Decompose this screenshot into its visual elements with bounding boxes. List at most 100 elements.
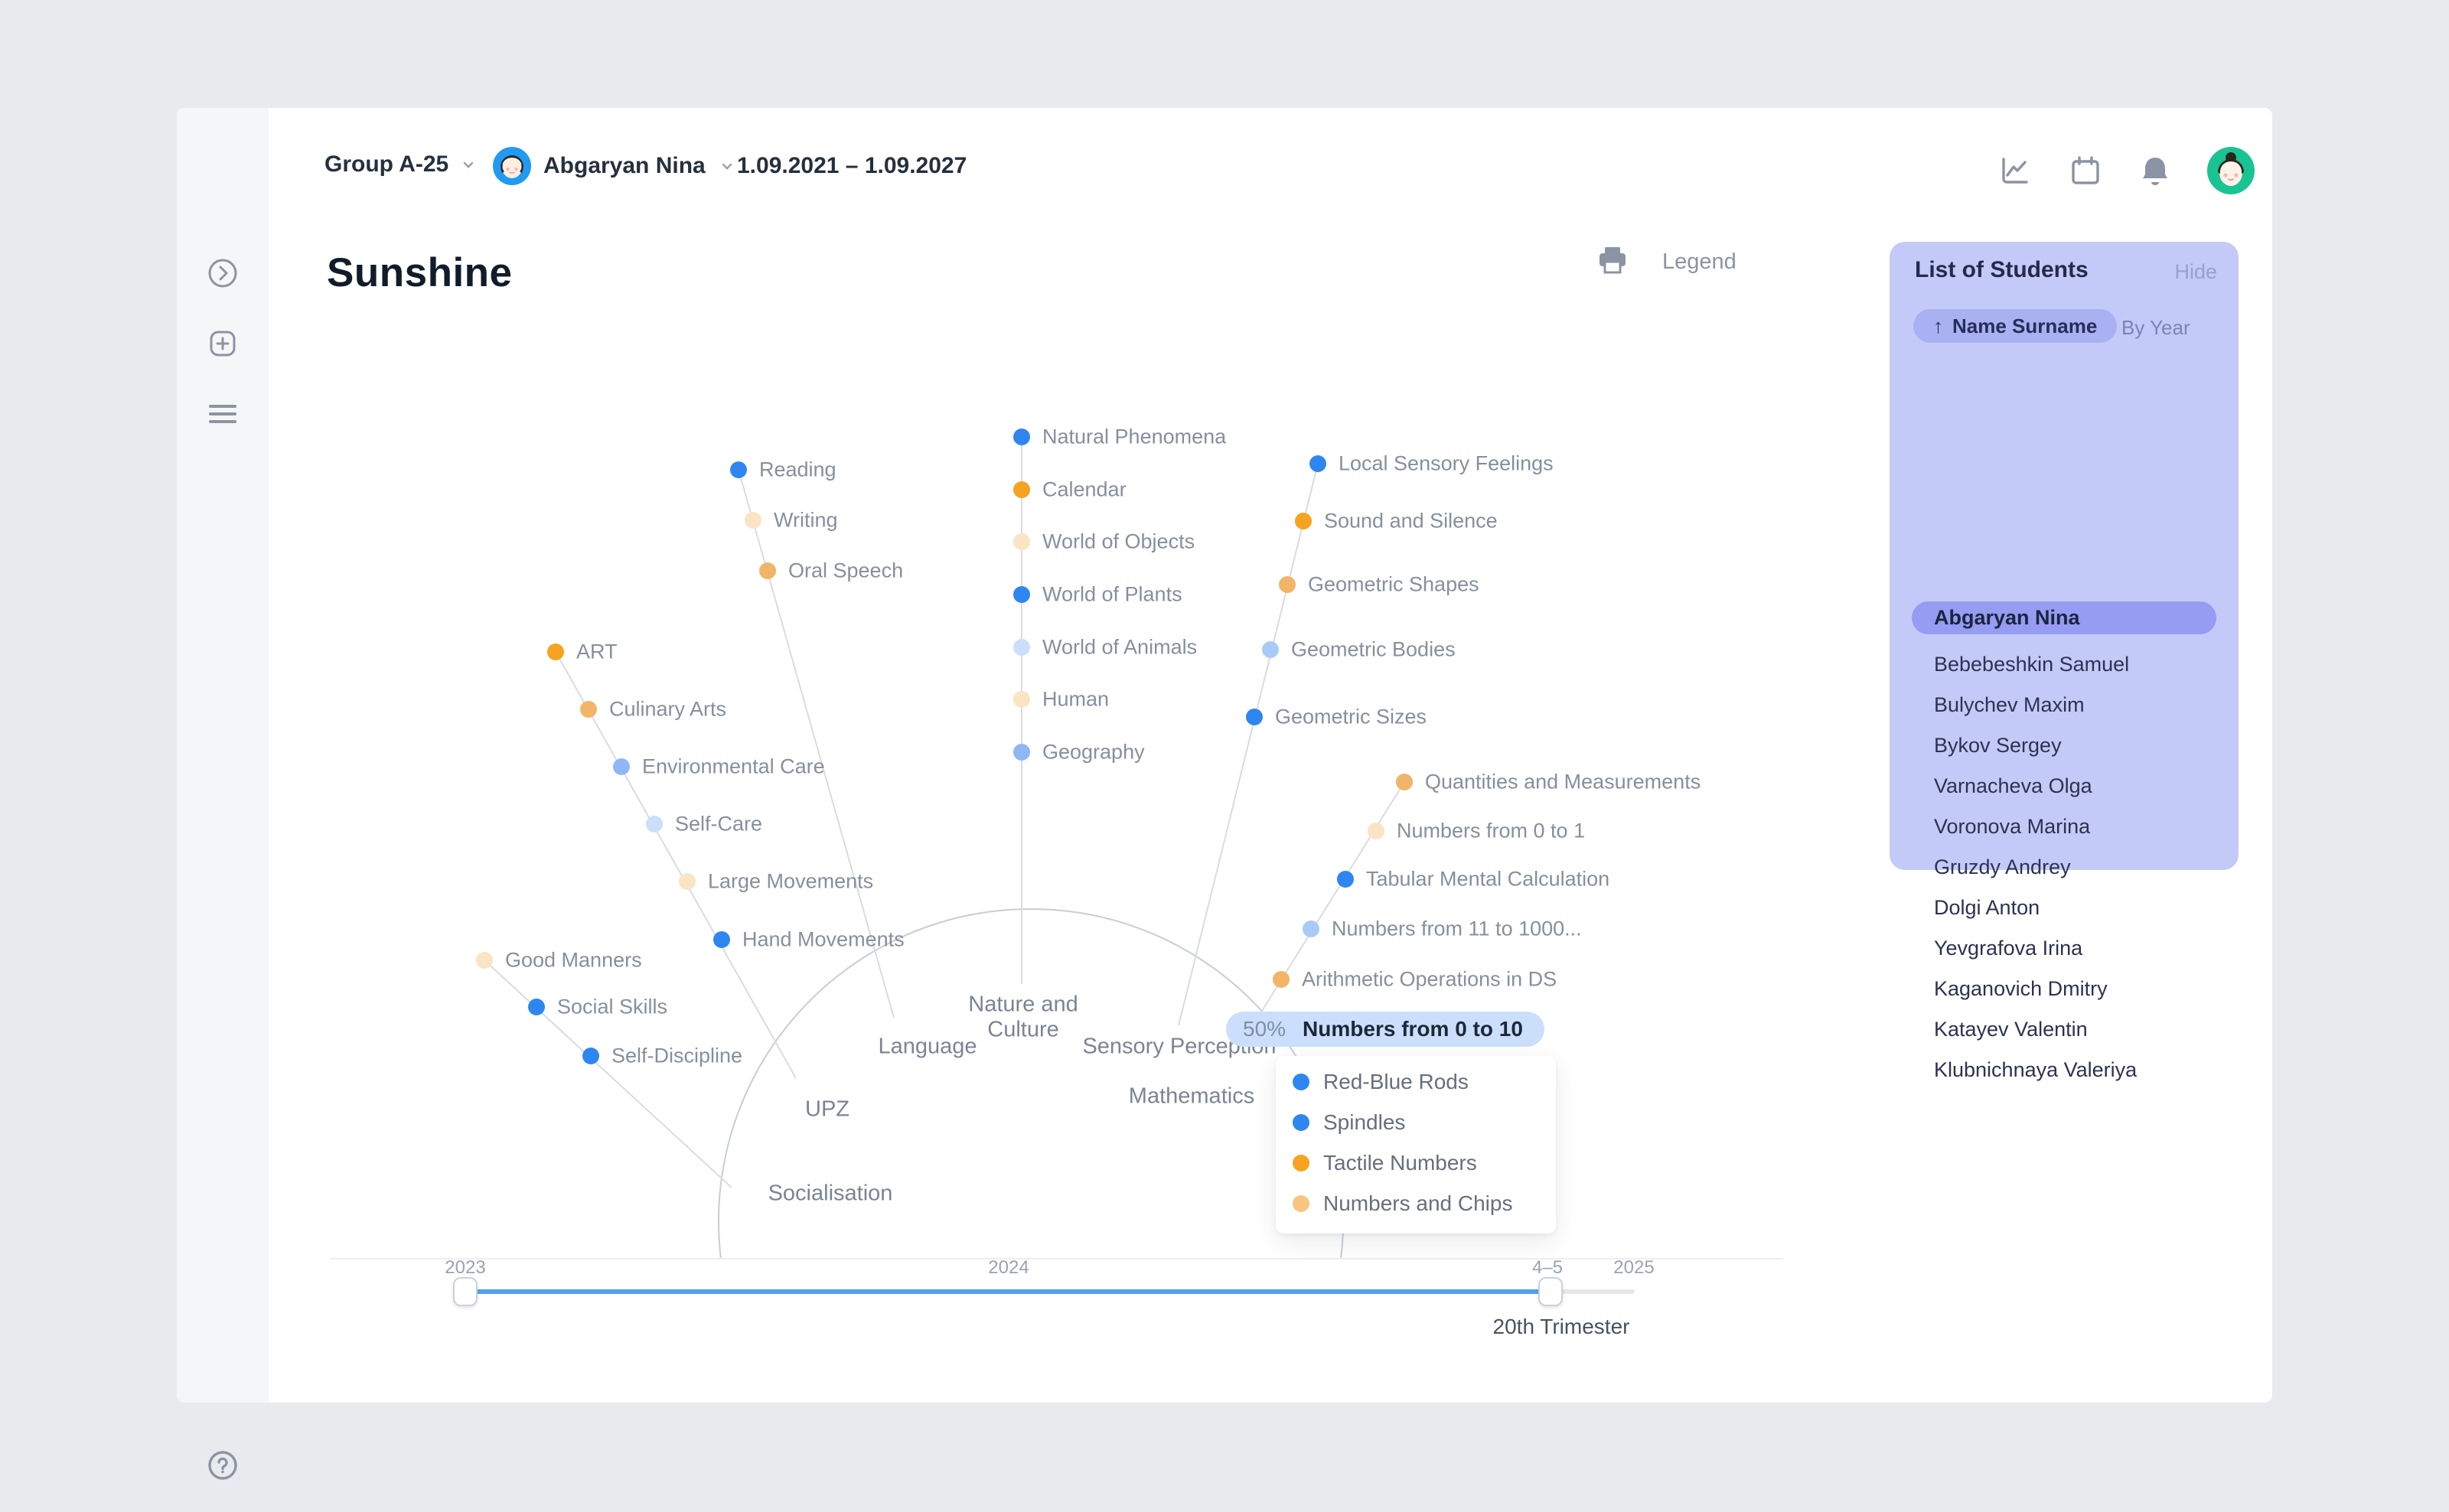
skill-node[interactable]: [547, 644, 564, 660]
student-row[interactable]: Abgaryan Nina: [1912, 601, 2216, 634]
student-row[interactable]: Varnacheva Olga: [1934, 774, 2092, 797]
skill-node[interactable]: [679, 873, 696, 890]
branch-stem: [555, 651, 797, 1079]
material-label: Spindles: [1323, 1110, 1406, 1134]
bell-icon: [2138, 153, 2172, 188]
material-color-dot: [1293, 1074, 1309, 1090]
sort-asc-icon: ↑: [1933, 314, 1943, 337]
material-label: Red-Blue Rods: [1323, 1070, 1469, 1093]
student-row[interactable]: Klubnichnaya Valeriya: [1934, 1058, 2138, 1081]
skill-node[interactable]: [759, 562, 776, 579]
skill-node[interactable]: [1013, 533, 1030, 550]
material-item[interactable]: Spindles: [1293, 1110, 1405, 1135]
add-button[interactable]: [207, 327, 239, 360]
skill-node[interactable]: [1246, 709, 1263, 725]
student-row[interactable]: Bulychev Maxim: [1934, 693, 2085, 716]
student-name: Abgaryan Nina: [543, 153, 706, 178]
calendar-icon: [2068, 153, 2103, 188]
skill-node[interactable]: [1013, 744, 1030, 761]
skill-node[interactable]: [1337, 871, 1354, 888]
students-panel: List of Students Hide ↑ Name Surname By …: [1890, 242, 2239, 1081]
group-selector[interactable]: Group A-25: [324, 152, 478, 178]
hide-panel-button[interactable]: Hide: [2174, 260, 2217, 283]
skill-node[interactable]: [1013, 429, 1030, 445]
skill-node[interactable]: [730, 461, 747, 478]
fan-arc: [718, 908, 1344, 1259]
chevron-down-icon: [459, 155, 478, 174]
skill-node[interactable]: [1013, 481, 1030, 498]
menu-button[interactable]: [207, 402, 238, 425]
material-label: Tactile Numbers: [1323, 1151, 1477, 1175]
skill-materials-popup: Red-Blue Rods Spindles Tactile Numbers Numb…: [1276, 1056, 1556, 1233]
material-item[interactable]: Red-Blue Rods: [1293, 1070, 1469, 1094]
skill-node[interactable]: [528, 999, 545, 1015]
material-label: Numbers and Chips: [1323, 1191, 1513, 1215]
sort-by-name-button[interactable]: ↑ Name Surname: [1913, 309, 2118, 343]
skill-node[interactable]: [1396, 774, 1413, 790]
calendar-button[interactable]: [2068, 153, 2103, 188]
skill-node[interactable]: [582, 1048, 599, 1064]
hamburger-icon: [207, 402, 238, 425]
timeline-caption: 20th Trimester: [1492, 1315, 1630, 1338]
material-color-dot: [1293, 1195, 1309, 1212]
skill-node[interactable]: [1368, 823, 1384, 839]
skill-node[interactable]: [1273, 971, 1290, 988]
student-selector[interactable]: Abgaryan Nina: [493, 147, 736, 185]
notifications-button[interactable]: [2138, 153, 2172, 188]
student-row[interactable]: Dolgi Anton: [1934, 896, 2040, 919]
skill-node[interactable]: [1295, 513, 1312, 530]
skill-node[interactable]: [1309, 455, 1326, 472]
sort-by-name-label: Name Surname: [1952, 314, 2098, 337]
date-range: 1.09.2021 – 1.09.2027: [737, 153, 967, 178]
student-row[interactable]: Katayev Valentin: [1934, 1018, 2088, 1041]
timeline-handle-start[interactable]: [453, 1277, 478, 1306]
skill-node[interactable]: [1279, 576, 1296, 593]
material-item[interactable]: Tactile Numbers: [1293, 1151, 1477, 1175]
skill-progress-percent: 50%: [1243, 1017, 1286, 1041]
timeline-tick-label: 2025: [1613, 1257, 1655, 1278]
user-avatar: [2207, 147, 2255, 194]
skill-node[interactable]: [1262, 641, 1279, 658]
stats-button[interactable]: [1997, 153, 2033, 188]
timeline-divider: [330, 1258, 1783, 1259]
printer-icon: [1596, 243, 1629, 277]
skill-node[interactable]: [646, 816, 663, 833]
print-button[interactable]: [1596, 243, 1629, 277]
timeline-tick-label: 2024: [988, 1257, 1029, 1278]
timeline-track-progress: [459, 1289, 1551, 1294]
sort-by-year-button[interactable]: By Year: [2121, 316, 2190, 339]
timeline-handle-end[interactable]: [1538, 1277, 1563, 1306]
student-row[interactable]: Kaganovich Dmitry: [1934, 977, 2108, 1000]
skill-pill-title: Numbers from 0 to 10: [1303, 1017, 1523, 1041]
skill-node[interactable]: [1013, 639, 1030, 656]
selected-skill-pill[interactable]: 50% Numbers from 0 to 10: [1226, 1012, 1544, 1047]
skill-node[interactable]: [1303, 921, 1319, 937]
expand-sidebar-button[interactable]: [207, 257, 239, 289]
help-button[interactable]: [206, 1448, 240, 1482]
student-row[interactable]: Voronova Marina: [1934, 815, 2091, 838]
skill-node[interactable]: [1013, 586, 1030, 603]
chevron-down-icon: [718, 157, 736, 175]
branch-stem: [738, 469, 895, 1018]
branch-stem: [484, 960, 732, 1188]
skill-node[interactable]: [613, 758, 630, 775]
material-item[interactable]: Numbers and Chips: [1293, 1191, 1512, 1216]
question-circle-icon: [206, 1448, 240, 1482]
student-avatar: [493, 147, 531, 185]
student-row[interactable]: Bebebeshkin Samuel: [1934, 653, 2130, 676]
timeline-tick-label: 2023: [445, 1257, 486, 1278]
student-row[interactable]: Gruzdy Andrey: [1934, 855, 2071, 878]
sidebar-rail: [177, 108, 269, 1480]
student-row[interactable]: Yevgrafova Irina: [1934, 937, 2083, 960]
skill-node[interactable]: [1013, 691, 1030, 708]
legend-button[interactable]: Legend: [1662, 249, 1736, 274]
group-label: Group A-25: [324, 152, 449, 177]
student-row[interactable]: Bykov Sergey: [1934, 734, 2062, 757]
skill-node[interactable]: [580, 701, 597, 718]
page-title: Sunshine: [327, 250, 513, 295]
skill-node[interactable]: [745, 512, 761, 529]
profile-button[interactable]: [2207, 147, 2255, 194]
skill-node[interactable]: [713, 931, 730, 948]
students-panel-title: List of Students: [1915, 257, 2089, 282]
skill-node[interactable]: [476, 952, 493, 969]
